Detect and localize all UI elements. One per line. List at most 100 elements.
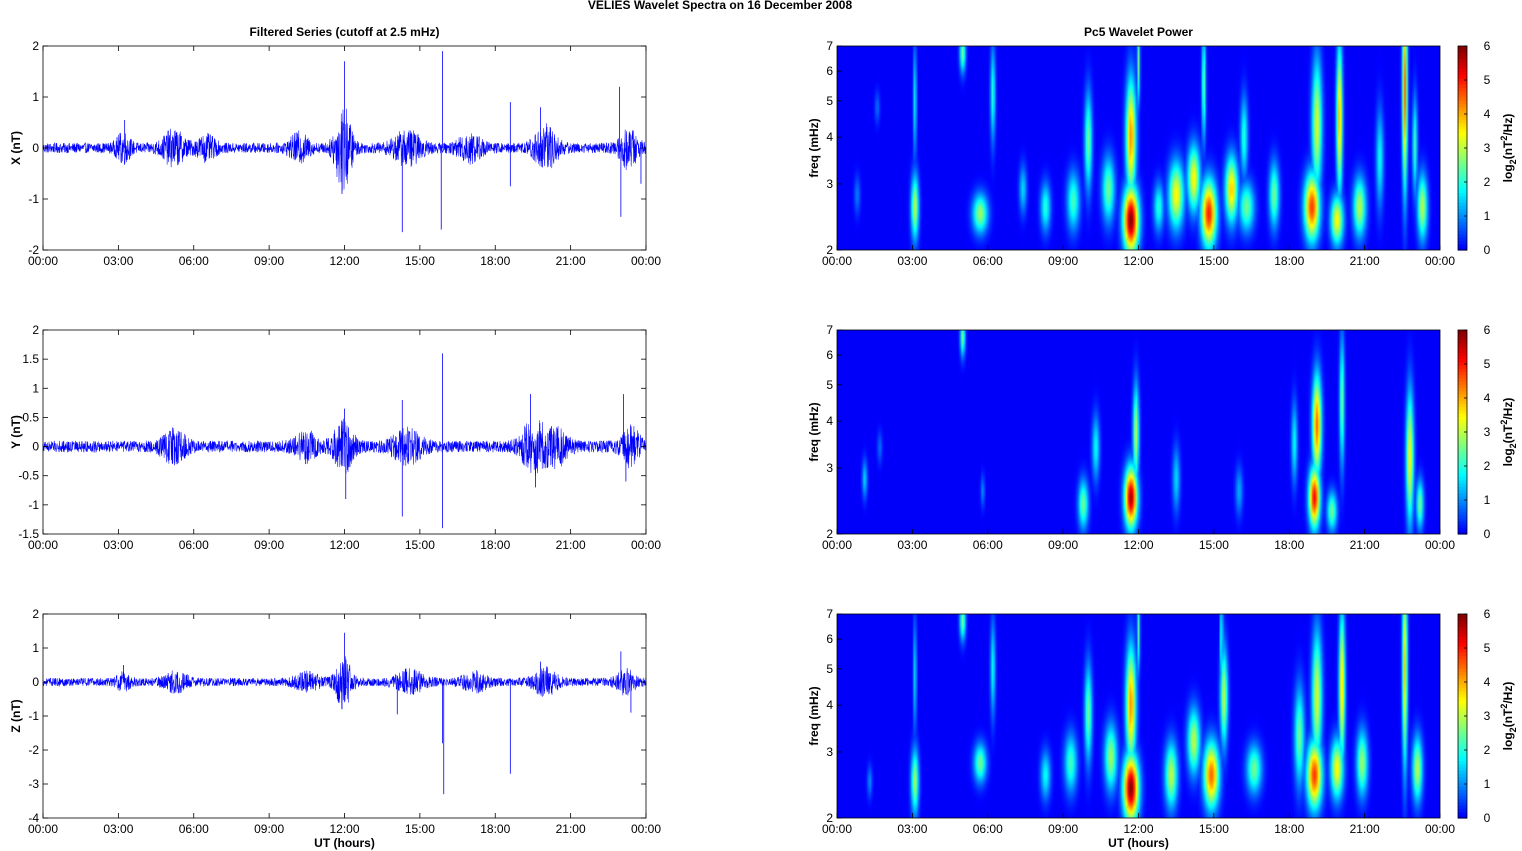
- colorbar-segment: [1458, 377, 1467, 382]
- colorbar-segment: [1458, 447, 1467, 452]
- colorbar-segment: [1458, 684, 1467, 688]
- x-tick-label: 15:00: [1199, 822, 1229, 836]
- colorbar-segment: [1458, 227, 1467, 232]
- y-tick-label: 6: [826, 348, 833, 362]
- colorbar-segment: [1458, 521, 1467, 526]
- colorbar-tick-label: 0: [1484, 811, 1491, 825]
- wavelet-power-map: [837, 330, 1440, 534]
- colorbar-segment: [1458, 246, 1467, 251]
- colorbar-segment: [1458, 658, 1467, 663]
- colorbar-segment: [1458, 186, 1467, 191]
- colorbar-segment: [1458, 390, 1467, 395]
- x-tick-label: 09:00: [1048, 822, 1078, 836]
- colorbar-segment: [1458, 652, 1467, 657]
- colorbar-tick-label: 3: [1484, 425, 1491, 439]
- y-tick-label: 6: [826, 632, 833, 646]
- colorbar-segment: [1458, 530, 1467, 535]
- x-tick-label: 18:00: [1274, 822, 1304, 836]
- colorbar-label: log2(nT2/Hz): [1499, 114, 1518, 183]
- x-tick-label: 21:00: [556, 822, 586, 836]
- colorbar-tick-label: 4: [1484, 107, 1491, 121]
- colorbar-segment: [1458, 747, 1467, 752]
- colorbar-segment: [1458, 381, 1467, 385]
- colorbar-segment: [1458, 170, 1467, 175]
- y-tick-label: 5: [826, 662, 833, 676]
- colorbar-segment: [1458, 61, 1467, 66]
- colorbar-segment: [1458, 505, 1467, 510]
- panel-title: Pc5 Wavelet Power: [1084, 25, 1193, 39]
- y-tick-label: 5: [826, 378, 833, 392]
- colorbar-segment: [1458, 199, 1467, 203]
- colorbar-segment: [1458, 368, 1467, 373]
- colorbar-segment: [1458, 128, 1467, 133]
- colorbar-segment: [1458, 71, 1467, 76]
- colorbar-segment: [1458, 103, 1467, 108]
- colorbar-segment: [1458, 109, 1467, 114]
- x-tick-label: 03:00: [897, 822, 927, 836]
- x-tick-label: 03:00: [103, 822, 133, 836]
- colorbar-segment: [1458, 384, 1467, 388]
- colorbar-segment: [1458, 763, 1467, 768]
- colorbar-segment: [1458, 176, 1467, 181]
- x-tick-label: 00:00: [822, 822, 852, 836]
- y-axis-label: Z (nT): [9, 699, 23, 732]
- colorbar-segment: [1458, 706, 1467, 711]
- colorbar-segment: [1458, 221, 1467, 226]
- colorbar-segment: [1458, 483, 1467, 487]
- colorbar-segment: [1458, 428, 1467, 433]
- colorbar-segment: [1458, 77, 1467, 82]
- colorbar-segment: [1458, 406, 1467, 411]
- colorbar-segment: [1458, 725, 1467, 730]
- colorbar-segment: [1458, 760, 1467, 765]
- colorbar-tick-label: 2: [1484, 743, 1491, 757]
- colorbar-segment: [1458, 712, 1467, 717]
- colorbar-tick-label: 4: [1484, 391, 1491, 405]
- y-tick-label: 7: [826, 323, 833, 337]
- colorbar-segment: [1458, 722, 1467, 727]
- colorbar-segment: [1458, 649, 1467, 653]
- colorbar-segment: [1458, 511, 1467, 516]
- colorbar-segment: [1458, 738, 1467, 743]
- colorbar-segment: [1458, 400, 1467, 404]
- x-tick-label: 00:00: [631, 538, 661, 552]
- x-tick-label: 09:00: [254, 822, 284, 836]
- colorbar-segment: [1458, 205, 1467, 210]
- colorbar-segment: [1458, 671, 1467, 676]
- series-panel-x: 00:00 03:00 06:00 09:00 12:00 15:00 18:00 21:00…: [9, 25, 661, 268]
- x-tick-label: 18:00: [480, 538, 510, 552]
- colorbar-segment: [1458, 183, 1467, 187]
- colorbar-segment: [1458, 639, 1467, 644]
- colorbar-segment: [1458, 230, 1467, 235]
- colorbar-segment: [1458, 349, 1467, 353]
- colorbar-segment: [1458, 409, 1467, 414]
- colorbar-segment: [1458, 614, 1467, 618]
- y-tick-label: 5: [826, 94, 833, 108]
- colorbar-segment: [1458, 661, 1467, 666]
- x-tick-label: 15:00: [405, 538, 435, 552]
- colorbar-segment: [1458, 119, 1467, 124]
- colorbar-segment: [1458, 728, 1467, 733]
- colorbar-segment: [1458, 527, 1467, 532]
- colorbar-segment: [1458, 412, 1467, 417]
- colorbar-segment: [1458, 476, 1467, 481]
- x-tick-label: 00:00: [631, 822, 661, 836]
- y-tick-label: 4: [826, 130, 833, 144]
- colorbar-segment: [1458, 808, 1467, 813]
- colorbar-segment: [1458, 444, 1467, 449]
- colorbar-tick-label: 4: [1484, 675, 1491, 689]
- colorbar-segment: [1458, 680, 1467, 685]
- colorbar: 6 5 4 3 2 1 0 log2(nT2/Hz): [1457, 607, 1518, 825]
- colorbar-segment: [1458, 112, 1467, 117]
- colorbar-segment: [1458, 623, 1467, 628]
- colorbar-segment: [1458, 173, 1467, 178]
- x-tick-label: 00:00: [822, 254, 852, 268]
- y-tick-label: -1: [28, 709, 39, 723]
- colorbar-segment: [1458, 473, 1467, 478]
- y-tick-label: 1.5: [22, 352, 39, 366]
- colorbar-tick-label: 0: [1484, 527, 1491, 541]
- y-tick-label: -1: [28, 498, 39, 512]
- x-tick-label: 06:00: [179, 538, 209, 552]
- colorbar-segment: [1458, 192, 1467, 197]
- x-axis-label: UT (hours): [314, 836, 375, 850]
- series-line: [42, 108, 647, 192]
